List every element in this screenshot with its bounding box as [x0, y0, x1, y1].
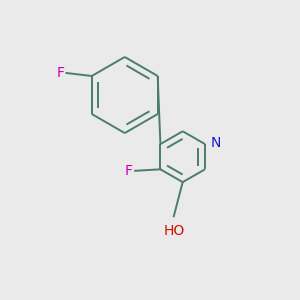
Text: HO: HO: [163, 224, 184, 238]
Text: F: F: [125, 164, 133, 178]
Text: N: N: [210, 136, 221, 151]
Text: F: F: [56, 66, 64, 80]
